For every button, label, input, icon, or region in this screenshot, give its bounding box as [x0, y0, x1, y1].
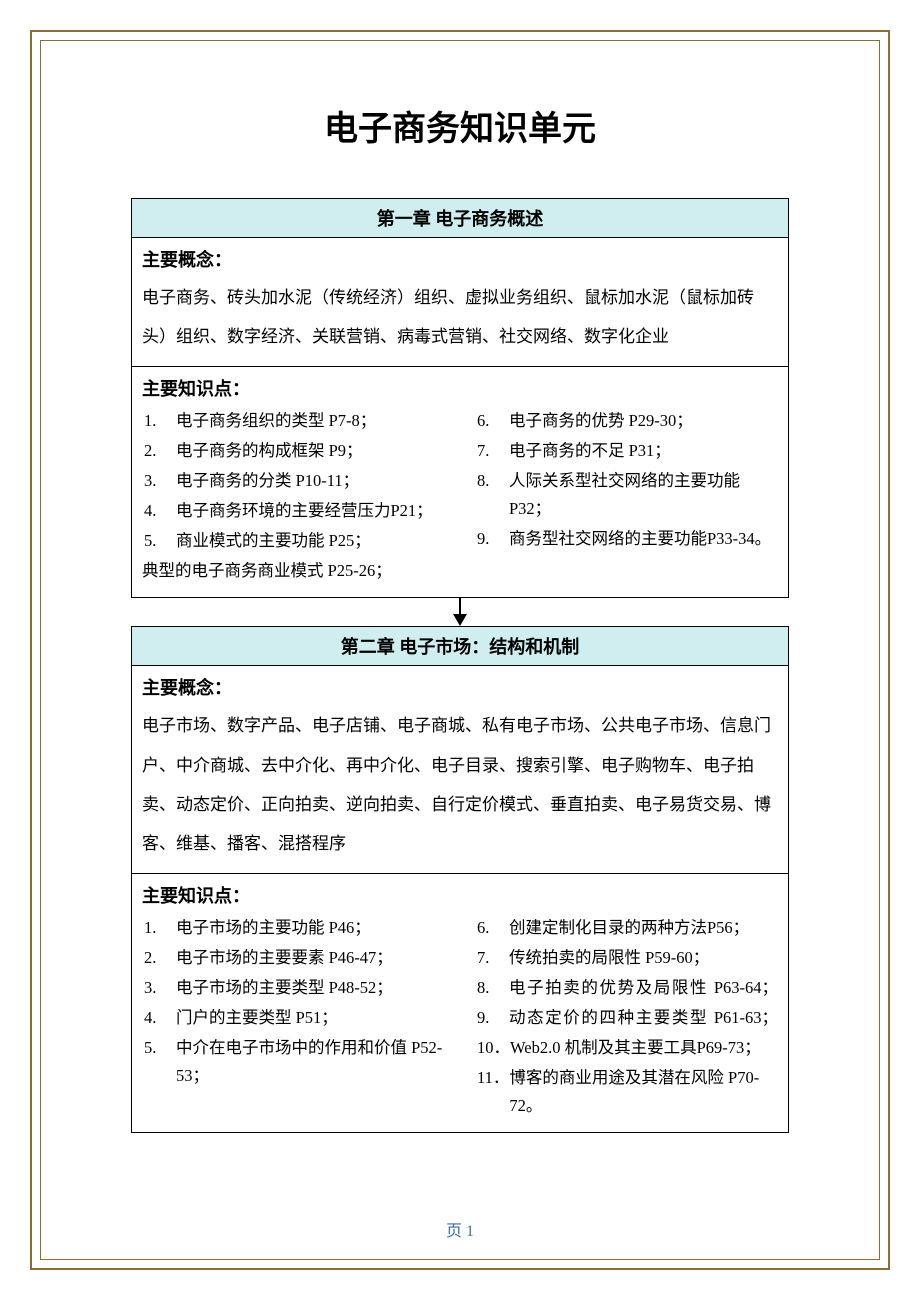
chapter-box-1: 第一章 电子商务概述 主要概念： 电子商务、砖头加水泥（传统经济）组织、虚拟业务…	[131, 198, 789, 598]
chapter-1-points-right: 6.电子商务的优势 P29-30； 7.电子商务的不足 P31； 8.人际关系型…	[475, 407, 778, 587]
point-number: 3.	[142, 974, 176, 1002]
point-text: 电子商务的优势 P29-30；	[509, 407, 778, 435]
chapter-2-points-right: 6.创建定制化目录的两种方法P56； 7.传统拍卖的局限性 P59-60； 8.…	[475, 914, 778, 1122]
point-number: 5.	[142, 527, 176, 555]
point-number: 6.	[475, 407, 509, 435]
point-text: 动态定价的四种主要类型 P61-63；	[509, 1004, 778, 1032]
point-number: 7.	[475, 437, 509, 465]
point-text: 商业模式的主要功能 P25；	[176, 527, 445, 555]
concepts-label: 主要概念：	[142, 674, 778, 700]
page-outer-frame: 电子商务知识单元 第一章 电子商务概述 主要概念： 电子商务、砖头加水泥（传统经…	[30, 30, 890, 1270]
point-text: 电子市场的主要要素 P46-47；	[176, 944, 445, 972]
point-text: 人际关系型社交网络的主要功能 P32；	[509, 467, 778, 523]
chapter-1-points-section: 主要知识点： 1.电子商务组织的类型 P7-8； 2.电子商务的构成框架 P9；…	[132, 367, 788, 597]
point-text: 商务型社交网络的主要功能P33-34。	[509, 525, 778, 553]
point-text-unnumbered: 典型的电子商务商业模式 P25-26；	[142, 557, 445, 585]
point-text: 电子商务的构成框架 P9；	[176, 437, 445, 465]
chapter-2-concepts-text: 电子市场、数字产品、电子店铺、电子商城、私有电子市场、公共电子市场、信息门户、中…	[142, 706, 778, 862]
points-label: 主要知识点：	[142, 375, 778, 401]
document-title: 电子商务知识单元	[131, 101, 789, 150]
page-inner-frame: 电子商务知识单元 第一章 电子商务概述 主要概念： 电子商务、砖头加水泥（传统经…	[40, 40, 880, 1260]
point-number: 2.	[142, 437, 176, 465]
point-number: 3.	[142, 467, 176, 495]
point-text: 电子商务的分类 P10-11；	[176, 467, 445, 495]
point-number: 9.	[475, 525, 509, 553]
point-number: 8.	[475, 974, 509, 1002]
point-text: Web2.0 机制及其主要工具P69-73；	[510, 1034, 778, 1062]
point-text: 博客的商业用途及其潜在风险 P70-72。	[509, 1064, 778, 1120]
point-number: 8.	[475, 467, 509, 523]
point-number: 9.	[475, 1004, 509, 1032]
chapter-1-concepts-text: 电子商务、砖头加水泥（传统经济）组织、虚拟业务组织、鼠标加水泥（鼠标加砖头）组织…	[142, 278, 778, 356]
chapter-1-concepts-section: 主要概念： 电子商务、砖头加水泥（传统经济）组织、虚拟业务组织、鼠标加水泥（鼠标…	[132, 238, 788, 367]
point-number: 10．	[475, 1034, 510, 1062]
points-label: 主要知识点：	[142, 882, 778, 908]
point-text: 电子商务的不足 P31；	[509, 437, 778, 465]
point-number: 6.	[475, 914, 509, 942]
chapter-2-concepts-section: 主要概念： 电子市场、数字产品、电子店铺、电子商城、私有电子市场、公共电子市场、…	[132, 666, 788, 873]
point-text: 电子商务环境的主要经营压力P21；	[176, 497, 445, 525]
point-text: 电子市场的主要功能 P46；	[176, 914, 445, 942]
point-number: 2.	[142, 944, 176, 972]
point-text: 中介在电子市场中的作用和价值 P52-53；	[176, 1034, 445, 1090]
point-number: 7.	[475, 944, 509, 972]
chapter-2-points-left: 1.电子市场的主要功能 P46； 2.电子市场的主要要素 P46-47； 3.电…	[142, 914, 445, 1122]
point-number: 4.	[142, 1004, 176, 1032]
point-text: 电子拍卖的优势及局限性 P63-64；	[509, 974, 778, 1002]
point-number: 5.	[142, 1034, 176, 1090]
page-footer: 页 1	[41, 1217, 879, 1241]
point-number: 1.	[142, 407, 176, 435]
point-number: 1.	[142, 914, 176, 942]
point-number: 11．	[475, 1064, 509, 1120]
point-text: 电子商务组织的类型 P7-8；	[176, 407, 445, 435]
point-number: 4.	[142, 497, 176, 525]
chapter-1-points-left: 1.电子商务组织的类型 P7-8； 2.电子商务的构成框架 P9； 3.电子商务…	[142, 407, 445, 587]
chapter-box-2: 第二章 电子市场：结构和机制 主要概念： 电子市场、数字产品、电子店铺、电子商城…	[131, 626, 789, 1133]
point-text: 传统拍卖的局限性 P59-60；	[509, 944, 778, 972]
point-text: 电子市场的主要类型 P48-52；	[176, 974, 445, 1002]
point-text: 门户的主要类型 P51；	[176, 1004, 445, 1032]
chapter-2-points-section: 主要知识点： 1.电子市场的主要功能 P46； 2.电子市场的主要要素 P46-…	[132, 874, 788, 1132]
point-text: 创建定制化目录的两种方法P56；	[509, 914, 778, 942]
concepts-label: 主要概念：	[142, 246, 778, 272]
chapter-1-header: 第一章 电子商务概述	[132, 199, 788, 238]
chapter-2-header: 第二章 电子市场：结构和机制	[132, 627, 788, 666]
arrow-down-icon	[131, 598, 789, 626]
